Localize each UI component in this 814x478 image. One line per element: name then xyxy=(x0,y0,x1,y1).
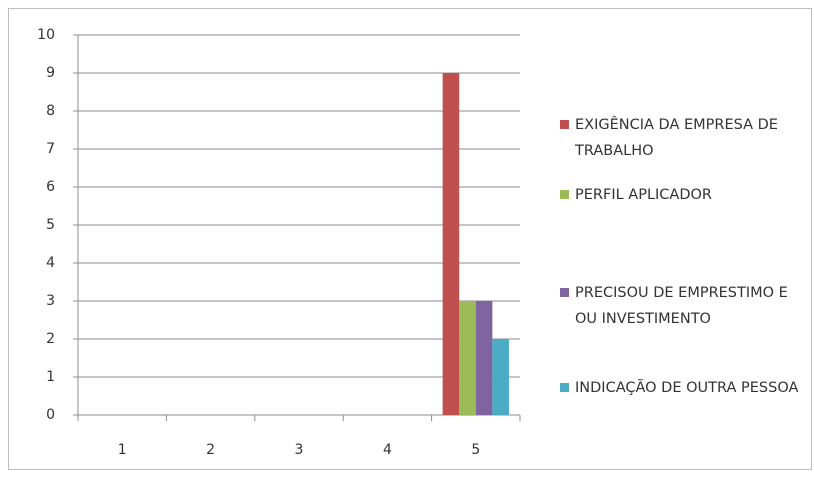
y-tick-label: 0 xyxy=(46,407,55,423)
legend-label: PRECISOU DE EMPRESTIMO E OU INVESTIMENTO xyxy=(575,285,788,327)
legend-swatch xyxy=(560,120,569,129)
y-tick-label: 9 xyxy=(46,65,55,81)
legend-entry: PRECISOU DE EMPRESTIMO E OU INVESTIMENTO xyxy=(560,280,805,332)
chart-border xyxy=(8,8,812,470)
x-tick-label: 3 xyxy=(295,442,304,458)
x-tick-label: 2 xyxy=(206,442,215,458)
bar xyxy=(492,339,509,415)
y-tick-label: 8 xyxy=(46,103,55,119)
legend-label: EXIGÊNCIA DA EMPRESA DE TRABALHO xyxy=(575,117,778,159)
y-tick-label: 10 xyxy=(37,27,55,43)
y-tick-label: 6 xyxy=(46,179,55,195)
y-tick-label: 3 xyxy=(46,293,55,309)
legend-entry: INDICAÇÃO DE OUTRA PESSOA xyxy=(560,375,805,401)
legend-swatch xyxy=(560,383,569,392)
x-tick-label: 5 xyxy=(471,442,480,458)
legend-label: PERFIL APLICADOR xyxy=(575,187,712,203)
y-tick-label: 5 xyxy=(46,217,55,233)
y-tick-label: 1 xyxy=(46,369,55,385)
legend-entry: EXIGÊNCIA DA EMPRESA DE TRABALHO xyxy=(560,112,805,164)
bar xyxy=(475,301,493,415)
y-tick-label: 4 xyxy=(46,255,55,271)
bar xyxy=(442,73,460,415)
y-tick-label: 2 xyxy=(46,331,55,347)
x-tick-label: 1 xyxy=(118,442,127,458)
legend-swatch xyxy=(560,288,569,297)
y-tick-label: 7 xyxy=(46,141,55,157)
legend-swatch xyxy=(560,190,569,199)
bar xyxy=(459,301,476,415)
x-tick-label: 4 xyxy=(383,442,392,458)
legend-label: INDICAÇÃO DE OUTRA PESSOA xyxy=(575,380,799,396)
legend-entry: PERFIL APLICADOR xyxy=(560,182,805,208)
